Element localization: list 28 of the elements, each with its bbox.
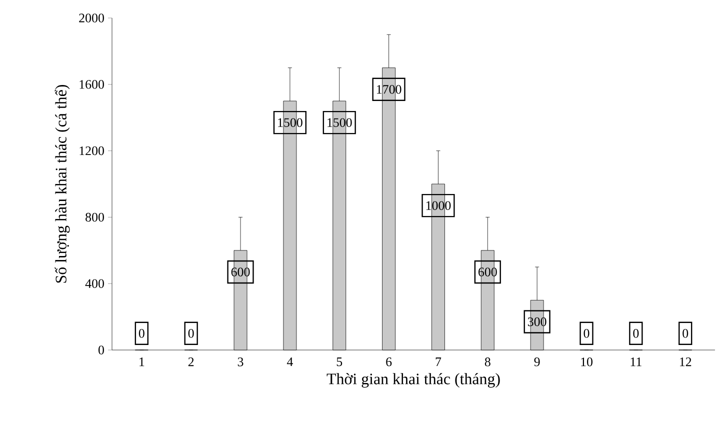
data-label: 600 — [231, 268, 250, 276]
x-axis-title: Thời gian khai thác (tháng) — [326, 373, 500, 388]
x-tick-label: 4 — [286, 358, 293, 366]
x-tick-label: 12 — [680, 358, 692, 366]
data-label: 1500 — [278, 118, 302, 127]
x-tick-label: 5 — [336, 358, 342, 366]
data-label: 0 — [682, 329, 688, 338]
x-tick-label: 11 — [630, 358, 642, 366]
data-label: 0 — [584, 329, 590, 338]
x-tick-label: 7 — [436, 358, 442, 366]
data-label: 300 — [528, 317, 546, 326]
y-tick-label: 400 — [85, 279, 104, 288]
y-tick-label: 0 — [98, 346, 104, 354]
x-tick-label: 2 — [188, 358, 194, 366]
y-axis-title: Số lượng hàu khai thác (cá thể) — [54, 84, 70, 283]
data-label: 0 — [188, 329, 194, 338]
x-tick-label: 1 — [140, 358, 144, 366]
y-tick-label: 1200 — [80, 146, 104, 156]
x-tick-label: 6 — [386, 358, 392, 366]
x-tick-label: 3 — [238, 358, 244, 366]
y-tick-label: 800 — [86, 212, 104, 222]
x-tick-label: 9 — [534, 358, 540, 366]
x-tick-label: 8 — [484, 358, 490, 366]
y-tick-label: 2000 — [79, 14, 104, 22]
x-tick-label: 10 — [581, 358, 592, 366]
y-tick-label: 1600 — [80, 80, 104, 89]
data-label: 0 — [633, 329, 639, 338]
data-label: 0 — [138, 329, 144, 338]
